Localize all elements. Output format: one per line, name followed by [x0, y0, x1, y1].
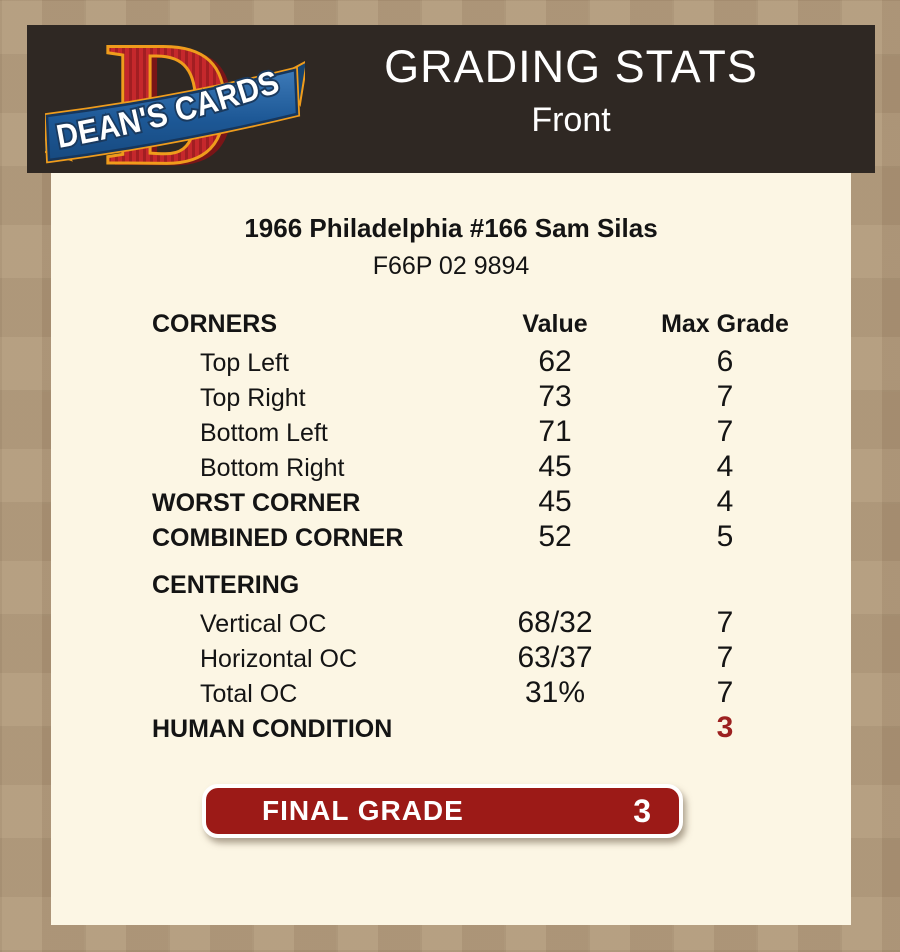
row-value: 31% — [524, 676, 586, 709]
card-title: 1966 Philadelphia #166 Sam Silas — [244, 213, 658, 243]
row-max-grade: 4 — [716, 485, 734, 518]
row-label: Bottom Right — [200, 454, 345, 482]
row-max-grade: 7 — [716, 641, 734, 674]
header-bar: D D DEAN'S CARDS GRADING STATS Front — [27, 25, 875, 173]
row-label: Total OC — [200, 680, 298, 708]
human-condition-grade: 3 — [716, 711, 734, 744]
max-grade-column-header: Max Grade — [661, 310, 789, 338]
page-title: GRADING STATS — [384, 41, 758, 92]
final-grade-label: FINAL GRADE — [262, 795, 464, 826]
row-value: 71 — [538, 415, 572, 448]
row-label: Vertical OC — [200, 610, 327, 638]
table-row-total-oc: Total OC 31% 7 — [152, 676, 802, 711]
centering-section-row: CENTERING — [152, 571, 802, 606]
row-max-grade: 5 — [716, 520, 734, 553]
row-max-grade: 6 — [716, 345, 734, 378]
table-row-worst-corner: WORST CORNER 45 4 — [152, 485, 802, 520]
page-subtitle: Front — [531, 101, 611, 139]
ribbon-banner — [45, 68, 299, 162]
table-row-top-right: Top Right 73 7 — [152, 380, 802, 415]
human-condition-label: HUMAN CONDITION — [152, 715, 393, 743]
corners-section-label: CORNERS — [152, 310, 278, 338]
deans-cards-logo: D D DEAN'S CARDS — [45, 30, 305, 170]
final-grade-value: 3 — [633, 792, 651, 829]
row-value: 63/37 — [517, 641, 593, 674]
row-max-grade: 7 — [716, 380, 734, 413]
row-max-grade: 7 — [716, 415, 734, 448]
table-row-combined-corner: COMBINED CORNER 52 5 — [152, 520, 802, 555]
row-label: Horizontal OC — [200, 645, 357, 673]
card-serial-number: F66P 02 9894 — [372, 252, 530, 280]
row-label: Top Left — [200, 349, 289, 377]
row-label: Top Right — [200, 384, 306, 412]
row-value: 73 — [538, 380, 572, 413]
row-value: 52 — [538, 520, 572, 553]
row-label: COMBINED CORNER — [152, 524, 404, 552]
final-grade-button[interactable]: FINAL GRADE 3 — [202, 784, 683, 838]
table-row-vertical-oc: Vertical OC 68/32 7 — [152, 606, 802, 641]
row-value: 62 — [538, 345, 572, 378]
grading-panel: 1966 Philadelphia #166 Sam Silas F66P 02… — [51, 173, 851, 925]
row-value: 45 — [538, 485, 572, 518]
grading-table: CORNERS Value Max Grade Top Left 62 6 To… — [152, 310, 802, 746]
centering-section-label: CENTERING — [152, 571, 300, 599]
table-row-bottom-right: Bottom Right 45 4 — [152, 450, 802, 485]
row-value: 45 — [538, 450, 572, 483]
header-titles: GRADING STATS Front — [277, 41, 865, 140]
row-max-grade: 4 — [716, 450, 734, 483]
row-max-grade: 7 — [716, 606, 734, 639]
table-header-row: CORNERS Value Max Grade — [152, 310, 802, 345]
row-label: WORST CORNER — [152, 489, 361, 517]
value-column-header: Value — [522, 310, 588, 338]
row-max-grade: 7 — [716, 676, 734, 709]
row-label: Bottom Left — [200, 419, 328, 447]
table-row-horizontal-oc: Horizontal OC 63/37 7 — [152, 641, 802, 676]
table-row-human-condition: HUMAN CONDITION 3 — [152, 711, 802, 746]
table-row-bottom-left: Bottom Left 71 7 — [152, 415, 802, 450]
row-value: 68/32 — [517, 606, 593, 639]
table-row-top-left: Top Left 62 6 — [152, 345, 802, 380]
